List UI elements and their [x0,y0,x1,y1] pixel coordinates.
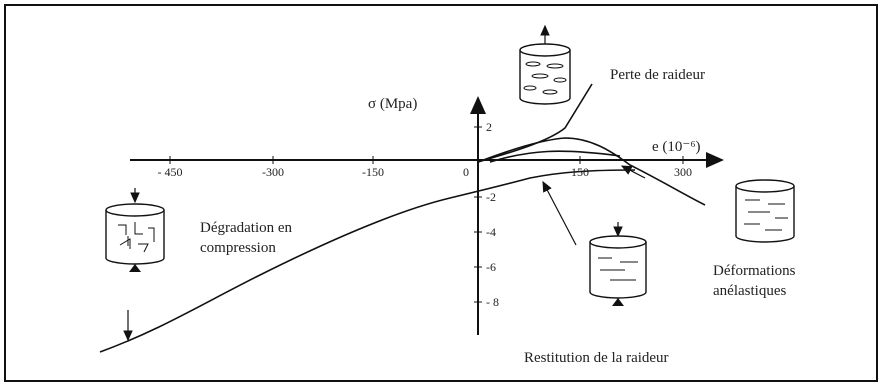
x-ticks [169,126,684,303]
annotation: Dégradation en [200,220,293,236]
annotation: Restitution de la raideur [524,350,669,366]
annotation: Déformations [713,263,796,279]
tension-curve [477,137,706,206]
arrow [542,180,577,246]
x-tick-label: -300 [262,165,284,179]
annotation: anélastiques [713,283,786,299]
y-tick-label: - 8 [486,295,499,309]
x-tick-label: - 450 [158,165,183,179]
y-tick-label: -2 [486,190,496,204]
cylinder-bottom [589,222,647,306]
arrow [620,165,646,179]
cylinder-top [519,24,571,105]
annotation: compression [200,240,276,256]
cylinder-left [105,188,165,272]
x-tick-label: -150 [362,165,384,179]
cylinder-right [735,179,795,243]
unloading-line [489,150,621,163]
x-tick-label: 0 [463,165,469,179]
annotation: Perte de raideur [610,67,705,83]
compression-curve [99,169,636,353]
x-axis-label: e (10⁻⁶) [652,139,701,155]
y-axis-label: σ (Mpa) [368,96,417,112]
y-tick-label: -4 [486,225,496,239]
frame [4,4,878,382]
y-tick-label: 2 [486,120,492,134]
stiffness-loss-line [477,83,593,163]
x-tick-label: 150 [571,165,589,179]
x-tick-label: 300 [674,165,692,179]
y-tick-label: -6 [486,260,496,274]
